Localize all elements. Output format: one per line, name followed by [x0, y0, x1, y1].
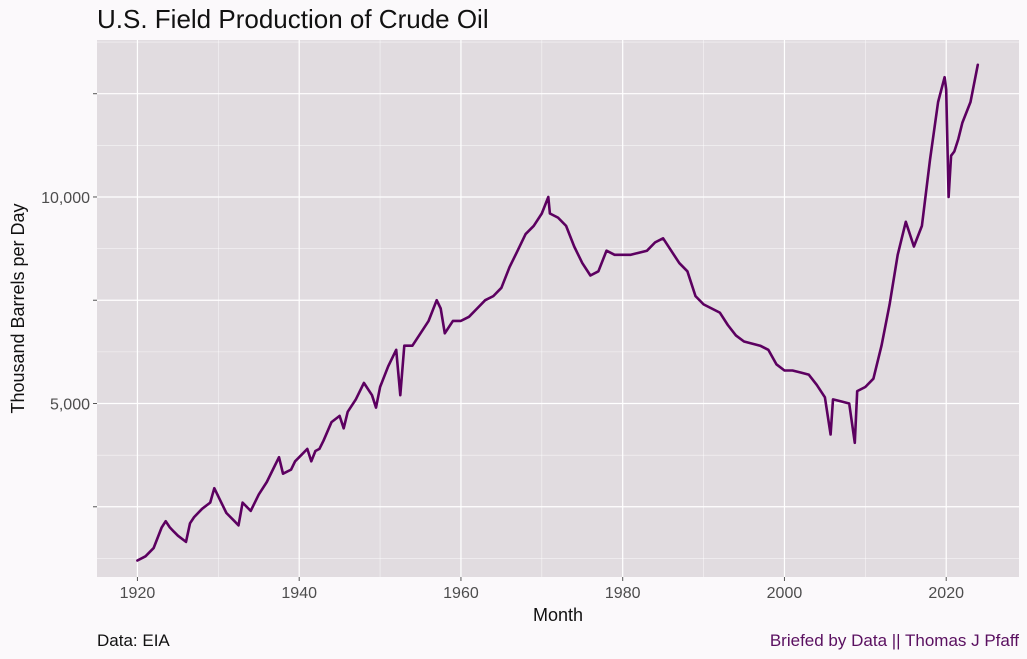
- minor-gridlines: [97, 40, 1019, 577]
- x-tick-label: 1940: [281, 585, 317, 602]
- x-tick-label: 1920: [120, 585, 156, 602]
- y-tick-label: 10,000: [41, 190, 90, 207]
- x-axis-title: Month: [533, 605, 583, 625]
- y-tick-label: 5,000: [50, 397, 90, 414]
- tick-labels: 1920 1940 1960 1980 2000 2020 5,000 10,000: [41, 190, 964, 602]
- series-line: [136, 63, 980, 562]
- y-axis-title: Thousand Barrels per Day: [8, 203, 28, 413]
- x-tick-label: 2020: [928, 585, 964, 602]
- credit-caption: Briefed by Data || Thomas J Pfaff: [769, 631, 1019, 650]
- axis-ticks: [93, 93, 947, 581]
- data-source-caption: Data: EIA: [97, 631, 170, 650]
- series-group: [136, 63, 980, 562]
- chart-title: U.S. Field Production of Crude Oil: [97, 4, 489, 34]
- x-tick-label: 1960: [443, 585, 479, 602]
- x-tick-label: 1980: [605, 585, 641, 602]
- major-gridlines: [97, 40, 1019, 577]
- x-tick-label: 2000: [767, 585, 803, 602]
- plot-panel: [97, 40, 1019, 577]
